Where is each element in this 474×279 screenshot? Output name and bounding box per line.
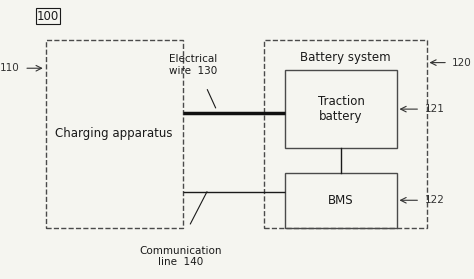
Text: BMS: BMS — [328, 194, 354, 207]
Text: 121: 121 — [424, 104, 444, 114]
Text: Battery system: Battery system — [300, 51, 391, 64]
Text: Traction
battery: Traction battery — [318, 95, 365, 123]
Text: Electrical
wire  130: Electrical wire 130 — [169, 54, 218, 76]
Text: 100: 100 — [37, 10, 59, 23]
Text: 110: 110 — [0, 63, 20, 73]
Text: Charging apparatus: Charging apparatus — [55, 128, 173, 140]
Text: 122: 122 — [424, 195, 444, 205]
Text: Communication
line  140: Communication line 140 — [139, 246, 222, 268]
Text: 120: 120 — [452, 57, 472, 68]
